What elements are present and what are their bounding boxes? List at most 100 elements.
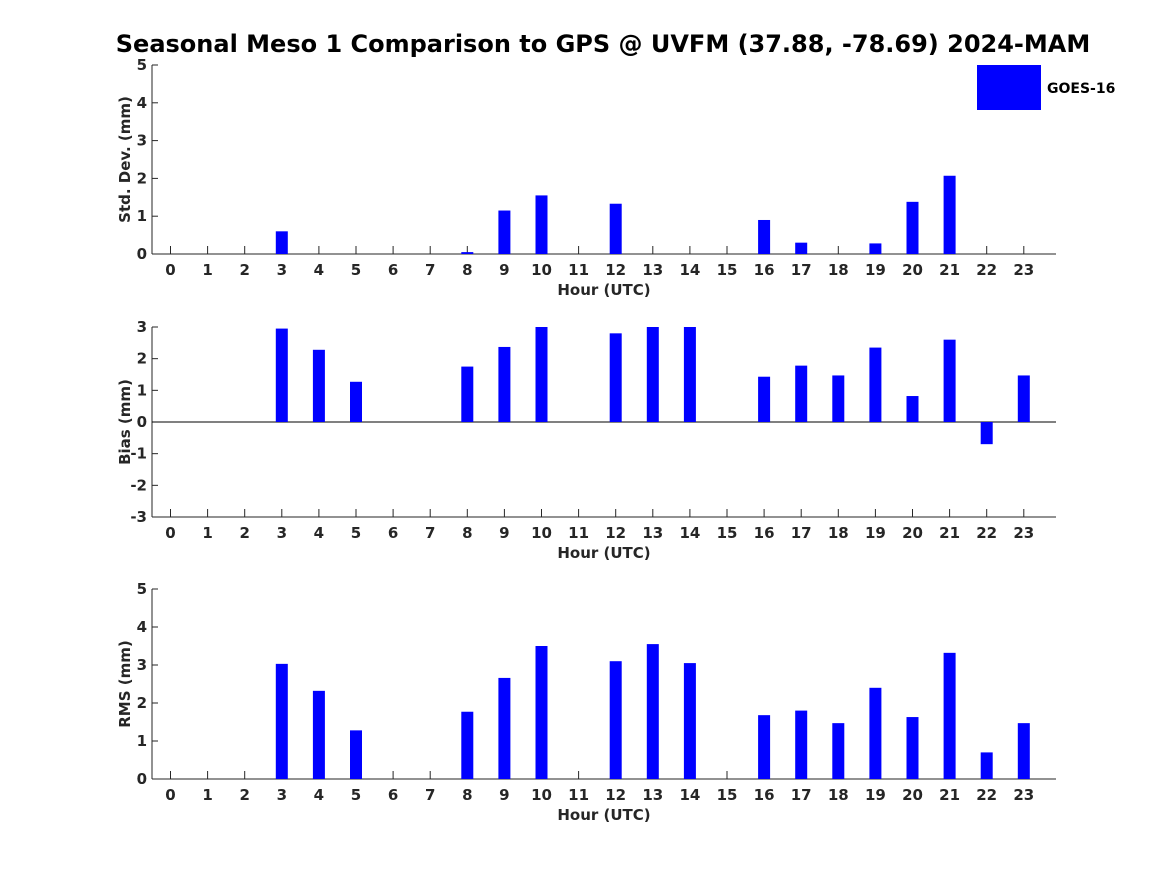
bar xyxy=(832,375,845,422)
x-tick-label: 22 xyxy=(976,786,997,804)
x-tick-label: 14 xyxy=(679,524,700,542)
bar xyxy=(869,243,882,254)
bar xyxy=(275,328,288,422)
bar xyxy=(312,690,325,779)
x-tick-label: 5 xyxy=(351,524,361,542)
x-tick-label: 16 xyxy=(754,261,775,279)
x-tick-label: 23 xyxy=(1013,261,1034,279)
bar xyxy=(683,327,696,422)
x-tick-label: 22 xyxy=(976,524,997,542)
x-tick-label: 10 xyxy=(531,786,552,804)
bar xyxy=(609,203,622,254)
x-tick-label: 21 xyxy=(939,524,960,542)
bar xyxy=(758,219,771,254)
bar xyxy=(906,717,919,779)
x-tick-label: 10 xyxy=(531,524,552,542)
y-axis-label: Std. Dev. (mm) xyxy=(116,96,134,223)
legend: GOES-16 xyxy=(977,65,1115,110)
y-tick-label: 2 xyxy=(137,169,147,187)
y-axis-label: Bias (mm) xyxy=(116,379,134,465)
x-tick-label: 15 xyxy=(717,786,738,804)
bar xyxy=(943,652,956,779)
x-tick-label: 13 xyxy=(642,261,663,279)
bar xyxy=(646,644,659,779)
bar xyxy=(461,711,474,779)
x-tick-label: 11 xyxy=(568,786,589,804)
x-tick-label: 3 xyxy=(277,786,287,804)
bar xyxy=(312,349,325,422)
bar xyxy=(535,195,548,254)
x-tick-label: 7 xyxy=(425,261,435,279)
x-tick-label: 0 xyxy=(165,524,175,542)
x-tick-label: 2 xyxy=(239,786,249,804)
x-tick-label: 16 xyxy=(754,786,775,804)
legend-label: GOES-16 xyxy=(1047,81,1115,97)
x-tick-label: 8 xyxy=(462,524,472,542)
bar xyxy=(275,663,288,779)
x-tick-label: 21 xyxy=(939,261,960,279)
y-tick-label: 2 xyxy=(137,350,147,368)
y-tick-label: 3 xyxy=(137,318,147,336)
bar xyxy=(498,210,511,254)
x-tick-label: 12 xyxy=(605,261,626,279)
x-tick-label: 17 xyxy=(791,524,812,542)
bar xyxy=(498,677,511,779)
y-tick-label: 5 xyxy=(137,580,147,598)
x-tick-label: 23 xyxy=(1013,524,1034,542)
x-tick-label: 2 xyxy=(239,261,249,279)
y-tick-label: 1 xyxy=(137,732,147,750)
x-tick-label: 18 xyxy=(828,261,849,279)
y-tick-label: -1 xyxy=(130,445,147,463)
x-tick-label: 9 xyxy=(499,786,509,804)
x-tick-label: 13 xyxy=(642,524,663,542)
x-tick-label: 20 xyxy=(902,261,923,279)
x-tick-label: 19 xyxy=(865,261,886,279)
bar xyxy=(869,687,882,779)
x-tick-label: 1 xyxy=(202,786,212,804)
x-tick-label: 23 xyxy=(1013,786,1034,804)
bar xyxy=(350,381,362,422)
x-tick-label: 20 xyxy=(902,524,923,542)
x-tick-label: 1 xyxy=(202,261,212,279)
y-tick-label: 3 xyxy=(137,656,147,674)
y-tick-label: 4 xyxy=(137,618,147,636)
bar xyxy=(943,339,956,422)
y-tick-label: 4 xyxy=(137,94,147,112)
x-tick-label: 8 xyxy=(462,786,472,804)
y-tick-label: 1 xyxy=(137,381,147,399)
x-tick-label: 8 xyxy=(462,261,472,279)
x-tick-label: 14 xyxy=(679,786,700,804)
y-tick-label: 3 xyxy=(137,132,147,150)
bar xyxy=(609,333,622,422)
y-tick-label: -2 xyxy=(130,476,147,494)
x-tick-label: 14 xyxy=(679,261,700,279)
bar xyxy=(275,231,288,254)
y-axis-label: RMS (mm) xyxy=(116,640,134,727)
bar xyxy=(350,730,362,779)
bar xyxy=(795,710,808,779)
x-tick-label: 6 xyxy=(388,786,398,804)
x-tick-label: 4 xyxy=(314,524,324,542)
bar xyxy=(906,396,919,422)
bar xyxy=(980,752,993,779)
bar xyxy=(461,366,474,422)
chart-title: Seasonal Meso 1 Comparison to GPS @ UVFM… xyxy=(116,30,1090,58)
y-tick-label: 0 xyxy=(137,770,147,788)
x-tick-label: 6 xyxy=(388,261,398,279)
bar xyxy=(980,422,993,445)
bar xyxy=(1017,375,1030,422)
bar xyxy=(758,376,771,422)
x-tick-label: 3 xyxy=(277,261,287,279)
x-tick-label: 17 xyxy=(791,261,812,279)
x-tick-label: 18 xyxy=(828,524,849,542)
x-tick-label: 12 xyxy=(605,786,626,804)
bar xyxy=(906,201,919,254)
x-tick-label: 5 xyxy=(351,261,361,279)
x-tick-label: 9 xyxy=(499,524,509,542)
x-tick-label: 20 xyxy=(902,786,923,804)
x-tick-label: 21 xyxy=(939,786,960,804)
bar xyxy=(943,175,956,254)
bar xyxy=(832,723,845,779)
y-tick-label: -3 xyxy=(130,508,147,526)
